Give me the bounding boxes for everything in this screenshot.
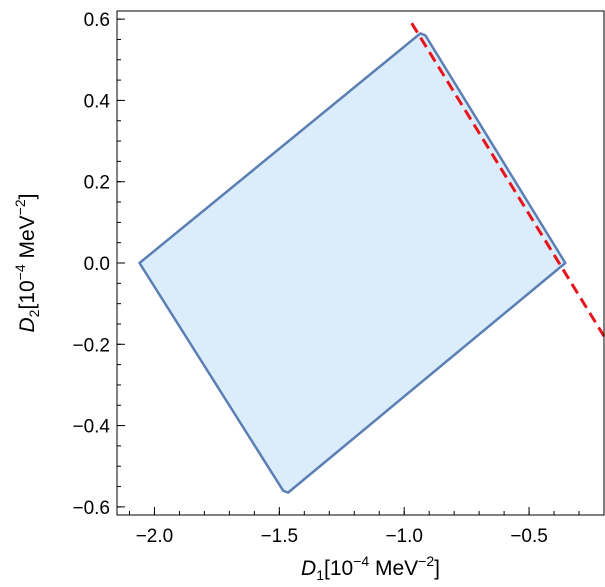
y-tick-label: 0.4 <box>84 91 111 112</box>
axis-ticks: −2.0 −1.5 −1.0 −0.5 0.6 0.4 0.2 0.0 −0.2 −0.4 −0.6 <box>72 10 605 547</box>
x-tick-label: −0.5 <box>510 526 548 547</box>
y-axis-title: D2[10−4 MeV−2] <box>12 194 42 333</box>
x-tick-label: −1.0 <box>385 526 423 547</box>
y-tick-label: −0.4 <box>72 417 110 438</box>
allowed-region <box>138 32 567 494</box>
x-tick-label: −1.5 <box>261 526 299 547</box>
x-axis-title: D1[10−4 MeV−2] <box>301 553 440 583</box>
y-tick-label: −0.2 <box>72 335 110 356</box>
plot-area <box>138 22 605 494</box>
y-tick-label: 0.6 <box>84 10 110 31</box>
y-tick-label: −0.6 <box>72 498 110 519</box>
y-tick-label: 0.2 <box>84 173 110 194</box>
y-tick-label: 0.0 <box>84 254 110 275</box>
x-tick-label: −2.0 <box>136 526 174 547</box>
boundary-line <box>410 22 605 337</box>
